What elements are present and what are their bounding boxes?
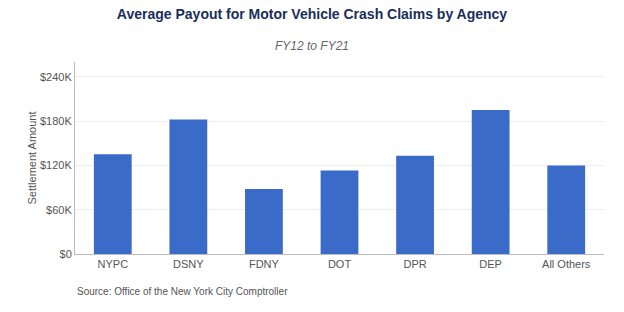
svg-text:DOT: DOT xyxy=(328,258,352,270)
svg-text:DPR: DPR xyxy=(403,258,426,270)
svg-text:DSNY: DSNY xyxy=(173,258,204,270)
svg-text:Source: Office of the New York: Source: Office of the New York City Comp… xyxy=(77,286,288,297)
svg-text:Settlement Amount: Settlement Amount xyxy=(26,112,38,205)
svg-text:FDNY: FDNY xyxy=(249,258,280,270)
svg-text:DEP: DEP xyxy=(479,258,502,270)
svg-text:FY12 to FY21: FY12 to FY21 xyxy=(275,39,349,53)
svg-text:$180K: $180K xyxy=(40,115,72,127)
svg-text:NYPC: NYPC xyxy=(98,258,129,270)
svg-text:$0: $0 xyxy=(60,248,72,260)
svg-text:$120K: $120K xyxy=(40,159,72,171)
svg-text:All Others: All Others xyxy=(542,258,591,270)
svg-text:$240K: $240K xyxy=(40,71,72,83)
svg-text:$60K: $60K xyxy=(46,204,72,216)
svg-text:Average Payout for Motor Vehic: Average Payout for Motor Vehicle Crash C… xyxy=(117,6,508,22)
